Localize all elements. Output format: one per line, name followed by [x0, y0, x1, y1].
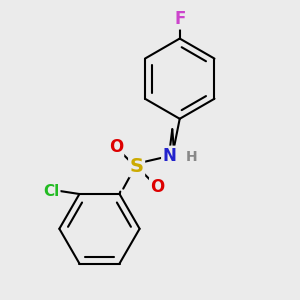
Text: N: N [162, 147, 176, 165]
Text: S: S [130, 157, 144, 176]
Text: O: O [150, 178, 165, 196]
Text: F: F [174, 10, 185, 28]
Text: O: O [109, 138, 123, 156]
Text: Cl: Cl [43, 184, 59, 199]
Text: H: H [186, 150, 197, 164]
